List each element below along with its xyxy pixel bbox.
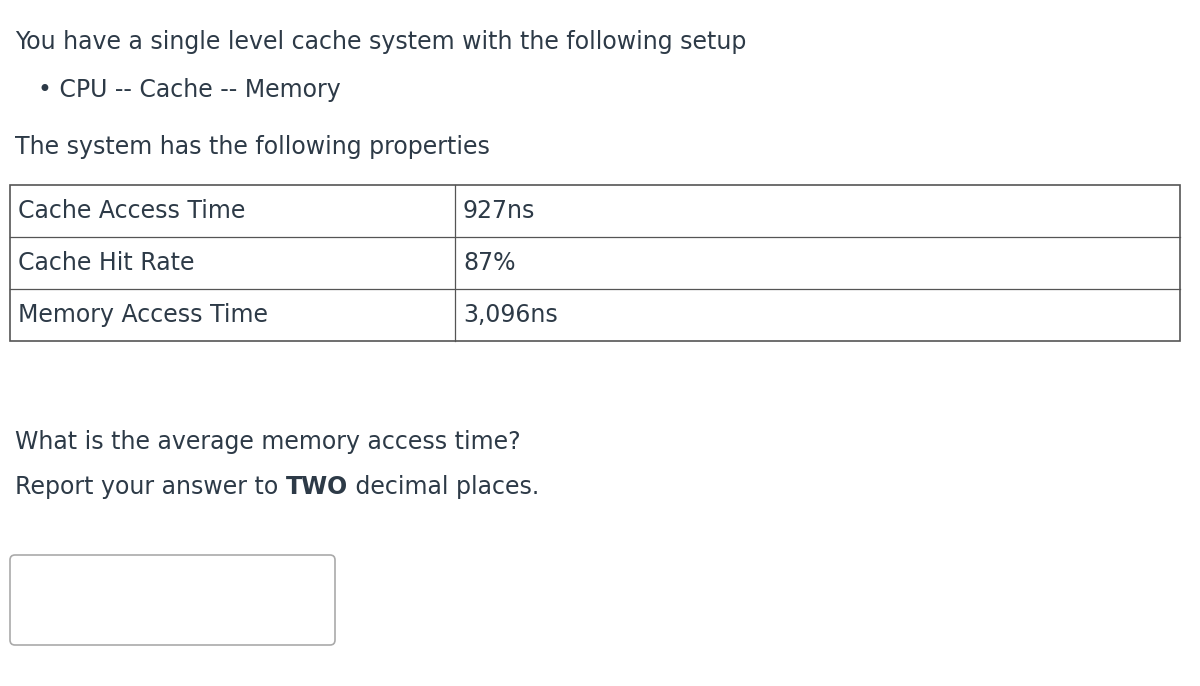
Text: What is the average memory access time?: What is the average memory access time? [14,430,521,454]
Text: 3,096ns: 3,096ns [463,303,558,327]
Text: 87%: 87% [463,251,516,275]
FancyBboxPatch shape [10,555,335,645]
Text: TWO: TWO [286,475,348,499]
Text: You have a single level cache system with the following setup: You have a single level cache system wit… [14,30,746,54]
Bar [10,185,1180,341]
Text: The system has the following properties: The system has the following properties [14,135,490,159]
Text: • CPU -- Cache -- Memory: • CPU -- Cache -- Memory [38,78,341,102]
Text: Memory Access Time: Memory Access Time [18,303,268,327]
Text: 927ns: 927ns [463,199,535,223]
Text: decimal places.: decimal places. [348,475,539,499]
Text: Cache Access Time: Cache Access Time [18,199,245,223]
Text: Cache Hit Rate: Cache Hit Rate [18,251,194,275]
Text: Report your answer to: Report your answer to [14,475,286,499]
